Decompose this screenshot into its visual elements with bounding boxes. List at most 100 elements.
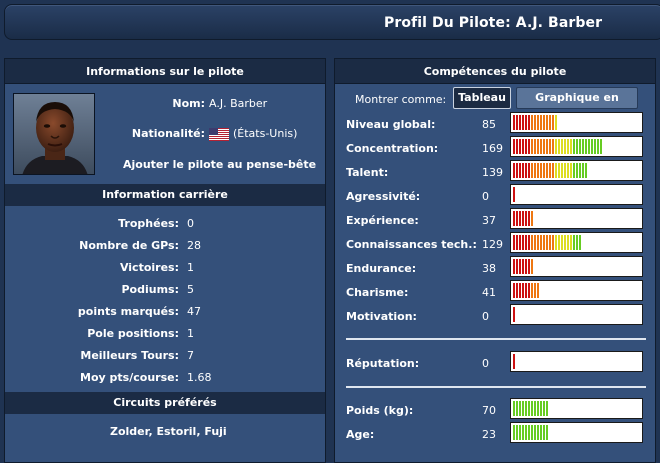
skill-bar-segment	[570, 163, 572, 178]
skill-label: Connaissances tech.:	[346, 238, 477, 251]
skill-bar-segment	[573, 139, 575, 154]
radar-chart-button[interactable]: Graphique en radar	[516, 87, 638, 124]
skill-bar-segment	[516, 115, 518, 130]
skill-bar-segment	[525, 235, 527, 250]
skill-bar	[510, 136, 643, 157]
skill-bar-segment	[597, 139, 599, 154]
skill-bar	[510, 184, 643, 205]
skill-bar-segment	[525, 211, 527, 226]
skill-bar-segment	[516, 425, 518, 440]
driver-portrait-image	[14, 94, 94, 174]
skill-bar-segment	[543, 425, 545, 440]
table-view-button[interactable]: Tableau	[453, 87, 511, 109]
skill-bar-segment	[528, 115, 530, 130]
skill-bar-segment	[525, 139, 527, 154]
skill-label: Endurance:	[346, 262, 417, 275]
career-stat-label: Nombre de GPs:	[79, 239, 179, 252]
skill-bar-segment	[528, 259, 530, 274]
skill-bar-segment	[531, 425, 533, 440]
skill-value: 37	[482, 214, 496, 227]
divider-reputation	[346, 338, 646, 340]
skill-bar-segment	[543, 115, 545, 130]
skill-bar	[510, 208, 643, 229]
skill-bar-segment	[519, 401, 521, 416]
skill-bar-segment	[528, 211, 530, 226]
divider-physical	[346, 386, 646, 388]
skill-bar-segment	[531, 139, 533, 154]
skill-bar-segment	[576, 163, 578, 178]
skill-bar-segment	[537, 401, 539, 416]
skill-bar-segment	[519, 115, 521, 130]
skill-value: 139	[482, 166, 503, 179]
skill-bar-segment	[552, 235, 554, 250]
skill-bar-segment	[567, 235, 569, 250]
skill-bar-segment	[522, 401, 524, 416]
skill-bar-segment	[546, 163, 548, 178]
skill-bar-segment	[516, 235, 518, 250]
skill-bar-segment	[516, 401, 518, 416]
name-label: Nom:	[172, 97, 205, 110]
skill-bar-segment	[555, 163, 557, 178]
skill-bar-segment	[546, 235, 548, 250]
skill-bar-segment	[513, 235, 515, 250]
skill-bar-segment	[522, 283, 524, 298]
skill-bar-segment	[564, 163, 566, 178]
driver-skills-panel: Compétences du pilote Montrer comme: Tab…	[334, 58, 656, 463]
skill-bar-segment	[519, 283, 521, 298]
skill-bar-segment	[540, 115, 542, 130]
skill-bar-segment	[534, 401, 536, 416]
skill-label: Poids (kg):	[346, 404, 414, 417]
circuit-link[interactable]: Zolder	[110, 425, 149, 438]
career-stat-label: Victoires:	[119, 261, 179, 274]
skill-bar-segment	[525, 163, 527, 178]
skill-bar-segment	[519, 425, 521, 440]
skill-bar-segment	[546, 115, 548, 130]
skill-bar-segment	[537, 283, 539, 298]
skill-label: Charisme:	[346, 286, 409, 299]
skill-bar-segment	[522, 259, 524, 274]
circuit-link[interactable]: Estoril	[156, 425, 197, 438]
driver-info-header: Informations sur le pilote	[5, 59, 325, 84]
skill-bar-segment	[546, 425, 548, 440]
skill-bar-segment	[555, 115, 557, 130]
skill-bar-segment	[573, 163, 575, 178]
skill-bar-segment	[543, 401, 545, 416]
skill-bar-segment	[513, 283, 515, 298]
skill-bar-segment	[570, 235, 572, 250]
skill-bar-segment	[549, 235, 551, 250]
skill-label: Expérience:	[346, 214, 419, 227]
add-to-watchlist-link[interactable]: Ajouter le pilote au pense-bête	[123, 158, 317, 171]
circuit-link[interactable]: Fuji	[204, 425, 227, 438]
skill-bar-segment	[525, 283, 527, 298]
career-stat-value: 1	[187, 261, 194, 274]
skill-bar-segment	[552, 163, 554, 178]
skill-label: Motivation:	[346, 310, 417, 323]
skill-bar-segment	[522, 115, 524, 130]
skill-bar-segment	[576, 235, 578, 250]
career-stat-label: Moy pts/course:	[80, 371, 179, 384]
nationality-value: (États-Unis)	[233, 127, 298, 140]
career-stat-label: Pole positions:	[87, 327, 179, 340]
skill-bar-segment	[537, 163, 539, 178]
skill-bar	[510, 256, 643, 277]
career-stat-value: 0	[187, 217, 194, 230]
skill-bar-segment	[516, 139, 518, 154]
skill-value: 85	[482, 118, 496, 131]
skill-bar-segment	[558, 235, 560, 250]
career-stat-label: Meilleurs Tours:	[80, 349, 179, 362]
skill-bar-segment	[588, 139, 590, 154]
skill-bar-segment	[531, 401, 533, 416]
skill-bar-segment	[525, 401, 527, 416]
skill-bar-segment	[546, 401, 548, 416]
skill-bar-segment	[564, 139, 566, 154]
skill-bar-segment	[570, 139, 572, 154]
skill-bar-segment	[513, 187, 515, 202]
skill-bar	[510, 398, 643, 419]
skill-value: 41	[482, 286, 496, 299]
skill-bar-segment	[591, 139, 593, 154]
skill-bar	[510, 351, 643, 372]
skill-bar-segment	[531, 211, 533, 226]
skill-bar-segment	[549, 163, 551, 178]
skill-bar-segment	[519, 259, 521, 274]
skill-bar-segment	[531, 259, 533, 274]
